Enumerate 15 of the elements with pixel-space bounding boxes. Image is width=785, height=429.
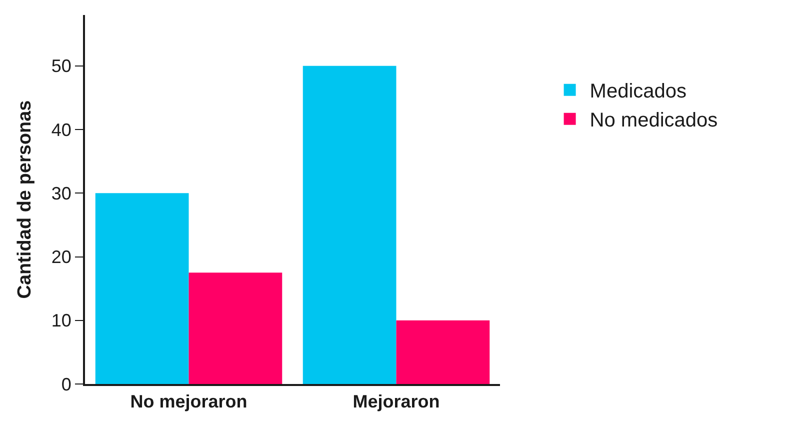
y-tick-label: 50 xyxy=(51,56,72,76)
bar xyxy=(396,320,490,384)
x-tick-label: No mejoraron xyxy=(130,392,248,412)
y-tick-label: 10 xyxy=(51,310,72,331)
y-tick-label: 0 xyxy=(61,374,72,394)
bar xyxy=(302,66,396,384)
bar xyxy=(95,193,189,384)
y-tick-label: 30 xyxy=(51,183,72,204)
y-tick-label: 20 xyxy=(51,247,72,268)
y-axis-title: Cantidad de personas xyxy=(14,100,36,299)
x-tick-label: Mejoraron xyxy=(352,392,440,412)
legend-label: No medicados xyxy=(590,110,718,132)
y-tick-label: 40 xyxy=(51,120,72,140)
bar xyxy=(188,272,282,384)
legend-label: Medicados xyxy=(590,80,687,103)
